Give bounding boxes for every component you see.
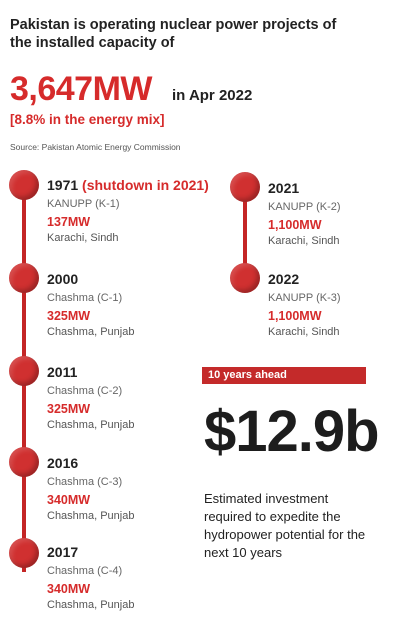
timeline-dot <box>230 263 260 293</box>
timeline-dot <box>9 170 39 200</box>
entry-location: Chashma, Punjab <box>47 599 135 611</box>
timeline-entry-2017: 2017 Chashma (C-4) 340MW Chashma, Punjab <box>47 543 217 613</box>
entry-plant: Chashma (C-2) <box>47 385 123 397</box>
entry-plant: Chashma (C-3) <box>47 476 123 488</box>
right-timeline-line <box>243 178 247 283</box>
entry-location: Karachi, Sindh <box>268 326 340 338</box>
investment-amount: $12.9b <box>204 399 380 464</box>
timeline-entry-2021: 2021 KANUPP (K-2) 1,100MW Karachi, Sindh <box>268 179 388 249</box>
timeline-entry-2016: 2016 Chashma (C-3) 340MW Chashma, Punjab <box>47 454 217 524</box>
entry-capacity: 325MW <box>47 309 91 323</box>
entry-year: 2016 <box>47 455 79 471</box>
entry-capacity: 137MW <box>47 215 91 229</box>
timeline-dot <box>9 538 39 568</box>
ten-years-ahead-label: 10 years ahead <box>202 367 366 384</box>
entry-plant: KANUPP (K-1) <box>47 198 120 210</box>
entry-capacity: 325MW <box>47 402 91 416</box>
capacity-row: 3,647MW in Apr 2022 <box>10 70 252 109</box>
entry-plant: Chashma (C-4) <box>47 565 123 577</box>
entry-location: Karachi, Sindh <box>268 235 340 247</box>
entry-year: 2000 <box>47 271 79 287</box>
entry-capacity: 1,100MW <box>268 309 322 323</box>
capacity-value: 3,647MW <box>10 70 153 108</box>
capacity-date: in Apr 2022 <box>172 87 253 104</box>
investment-description: Estimated investment required to expedit… <box>204 491 366 560</box>
intro-text: Pakistan is operating nuclear power proj… <box>10 17 337 51</box>
energy-mix-note: [8.8% in the energy mix] <box>10 112 165 127</box>
timeline-entry-2022: 2022 KANUPP (K-3) 1,100MW Karachi, Sindh <box>268 270 388 340</box>
timeline-dot <box>9 447 39 477</box>
entry-location: Chashma, Punjab <box>47 419 135 431</box>
timeline-dot <box>9 263 39 293</box>
timeline-entry-2000: 2000 Chashma (C-1) 325MW Chashma, Punjab <box>47 270 217 340</box>
timeline-entry-2011: 2011 Chashma (C-2) 325MW Chashma, Punjab <box>47 363 217 433</box>
entry-capacity: 1,100MW <box>268 218 322 232</box>
entry-year: 1971 <box>47 177 79 193</box>
source-note: Source: Pakistan Atomic Energy Commissio… <box>10 142 181 152</box>
timeline-dot <box>9 356 39 386</box>
timeline-entry-1971: 1971 (shutdown in 2021) KANUPP (K-1) 137… <box>47 176 227 246</box>
entry-location: Chashma, Punjab <box>47 510 135 522</box>
entry-capacity: 340MW <box>47 582 91 596</box>
entry-plant: Chashma (C-1) <box>47 292 123 304</box>
entry-location: Karachi, Sindh <box>47 232 119 244</box>
entry-year: 2021 <box>268 180 300 196</box>
entry-year: 2011 <box>47 364 78 380</box>
entry-plant: KANUPP (K-3) <box>268 292 341 304</box>
entry-year: 2017 <box>47 544 79 560</box>
entry-year: 2022 <box>268 271 300 287</box>
entry-note: (shutdown in 2021) <box>82 177 209 193</box>
entry-location: Chashma, Punjab <box>47 326 135 338</box>
entry-capacity: 340MW <box>47 493 91 507</box>
timeline-dot <box>230 172 260 202</box>
entry-plant: KANUPP (K-2) <box>268 201 341 213</box>
